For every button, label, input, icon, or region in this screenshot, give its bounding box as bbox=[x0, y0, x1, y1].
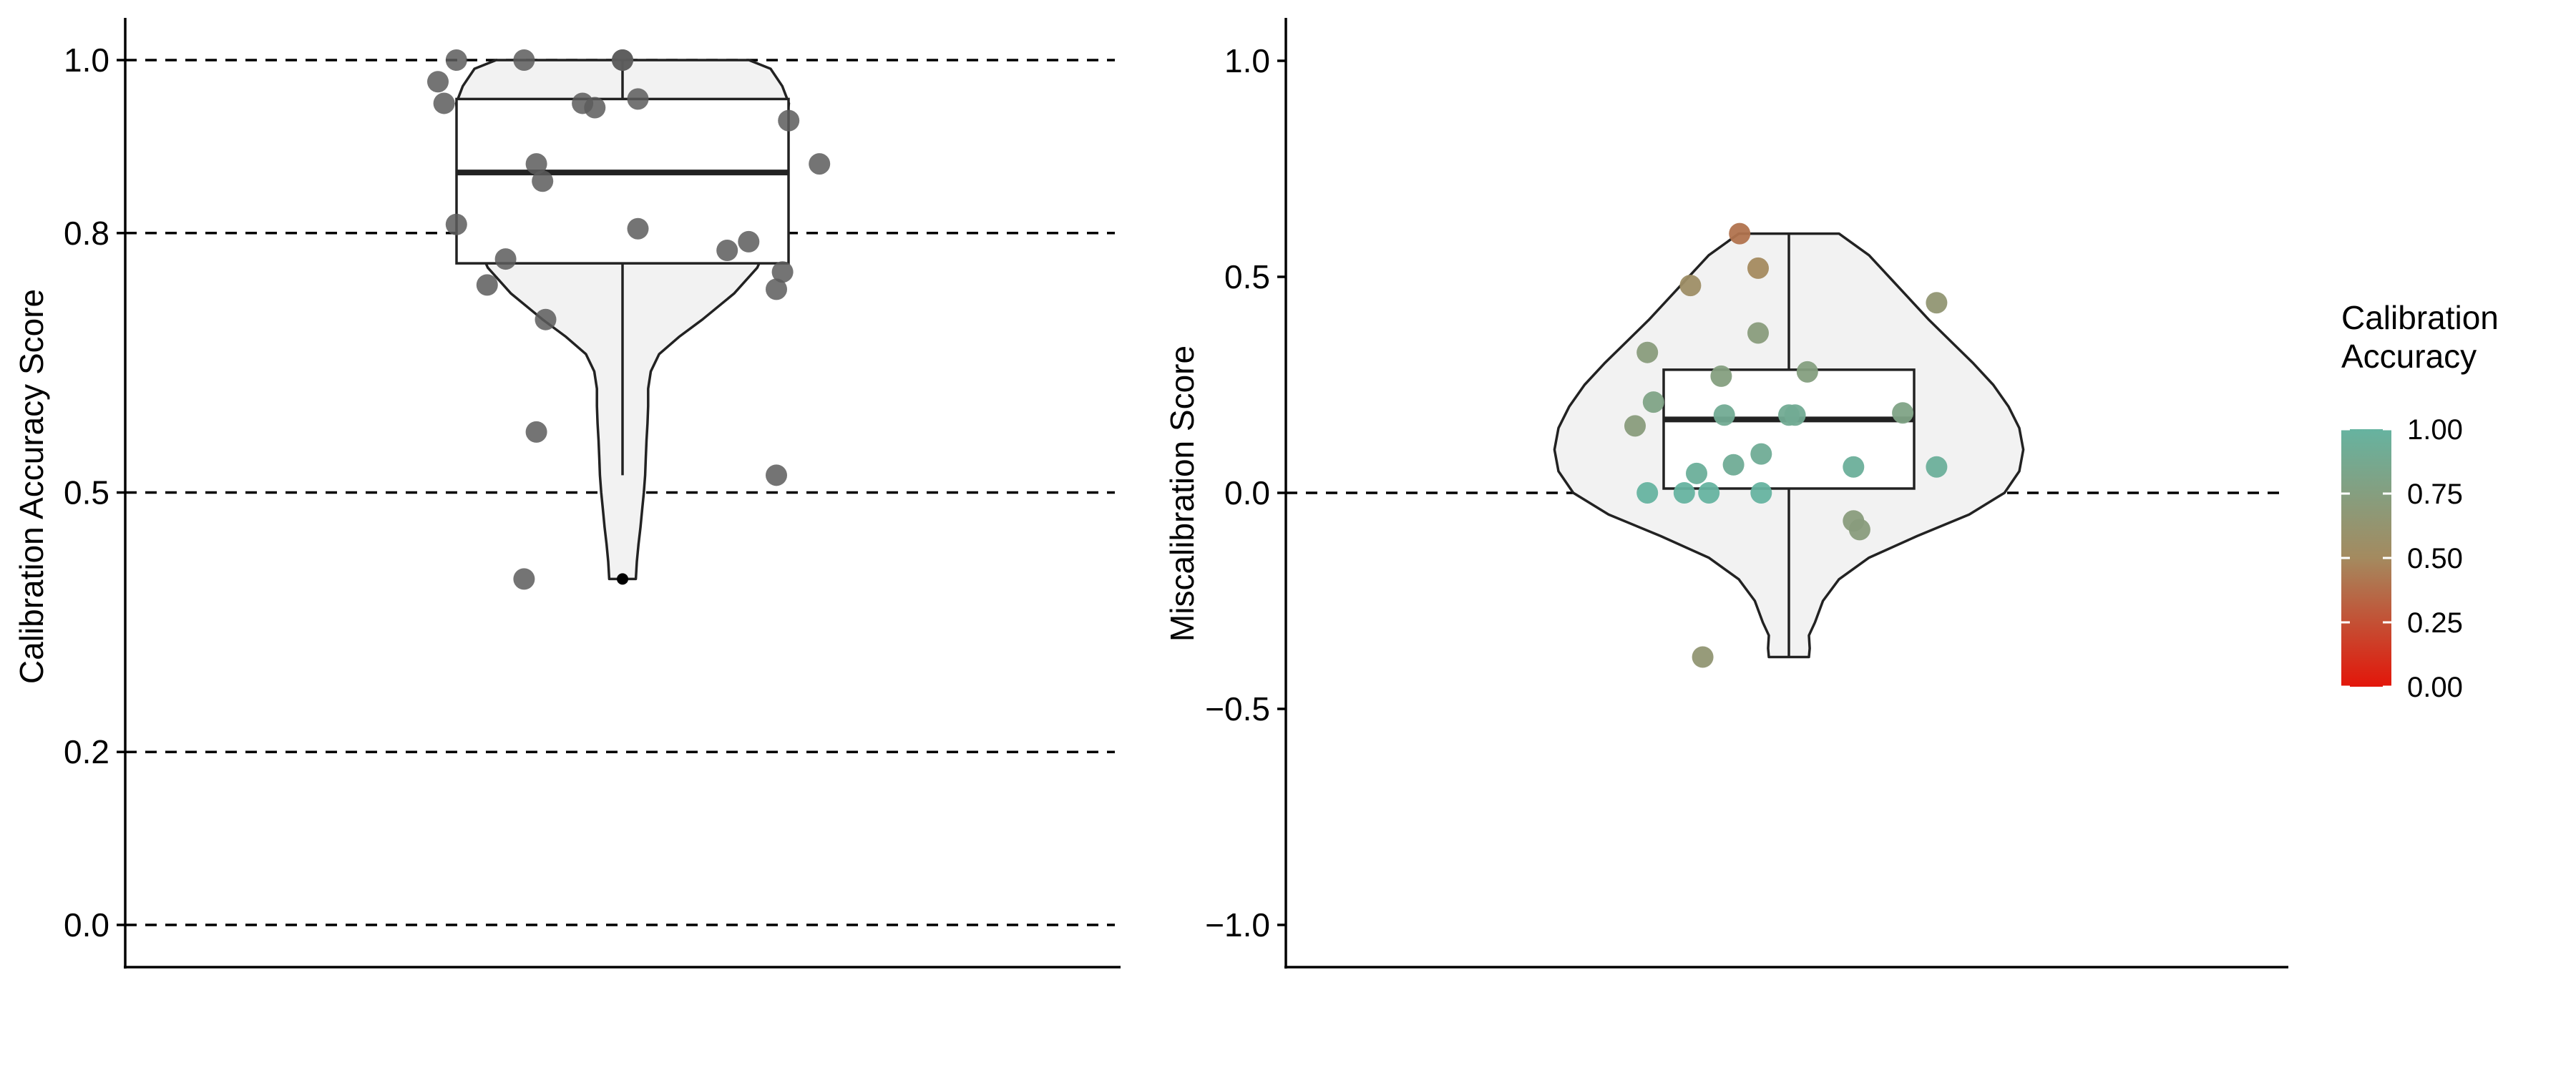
right-data-point bbox=[1747, 257, 1769, 279]
right-y-tick-label: 1.0 bbox=[1224, 42, 1270, 79]
left-outlier bbox=[617, 573, 628, 585]
right-data-point bbox=[1796, 361, 1818, 383]
left-data-point bbox=[433, 92, 455, 114]
left-data-point bbox=[809, 153, 831, 175]
right-data-point bbox=[1636, 341, 1659, 363]
right-data-point bbox=[1750, 482, 1772, 504]
right-y-tick-label: −1.0 bbox=[1205, 906, 1270, 944]
right-data-point bbox=[1686, 462, 1707, 484]
right-data-point bbox=[1729, 222, 1751, 245]
right-y-tick-label: 0.5 bbox=[1224, 258, 1270, 295]
colorbar-legend: Calibration Accuracy 1.00 0.75 0.50 0.25 0.0… bbox=[2341, 299, 2499, 703]
left-data-point bbox=[513, 49, 535, 71]
left-data-point bbox=[766, 278, 787, 300]
right-data-point bbox=[1710, 365, 1732, 387]
right-data-point bbox=[1722, 454, 1745, 476]
right-data-point bbox=[1679, 275, 1702, 297]
colorbar-title-line-1: Calibration bbox=[2341, 299, 2499, 336]
right-data-point bbox=[1848, 519, 1870, 541]
right-y-axis-title: Miscalibration Score bbox=[1163, 346, 1201, 642]
right-data-point bbox=[1892, 402, 1914, 424]
colorbar-tick-label: 1.00 bbox=[2407, 414, 2463, 446]
left-y-tick-label: 0.5 bbox=[64, 474, 109, 511]
left-data-point bbox=[771, 261, 794, 283]
miscalibration-panel: Miscalibration Score −1.0 −0.5 0.0 0.5 1.0 bbox=[1163, 18, 2288, 969]
right-data-point bbox=[1698, 482, 1720, 504]
left-data-point bbox=[427, 71, 449, 93]
right-data-point bbox=[1673, 482, 1695, 504]
right-y-tick-label: 0.0 bbox=[1224, 474, 1270, 511]
colorbar-title-line-2: Accuracy bbox=[2341, 338, 2477, 375]
left-y-tick-label: 0.0 bbox=[64, 906, 109, 944]
right-y-tick-label: −0.5 bbox=[1205, 690, 1270, 727]
left-data-point bbox=[778, 109, 800, 132]
left-data-point bbox=[525, 153, 547, 175]
left-data-point bbox=[627, 88, 649, 110]
left-y-tick-label: 0.8 bbox=[64, 215, 109, 252]
left-data-point bbox=[612, 49, 633, 71]
left-data-point bbox=[535, 308, 557, 330]
left-data-point bbox=[525, 421, 547, 443]
left-data-point bbox=[766, 464, 787, 486]
right-data-point bbox=[1692, 646, 1714, 668]
left-data-point bbox=[716, 239, 738, 261]
right-data-point bbox=[1747, 322, 1769, 344]
right-data-point bbox=[1750, 443, 1772, 465]
left-data-point bbox=[532, 170, 554, 192]
left-y-tick-label: 1.0 bbox=[64, 41, 109, 79]
left-data-point bbox=[445, 49, 467, 71]
left-data-point bbox=[494, 248, 517, 270]
calibration-accuracy-panel: Calibration Accuracy Score 0.0 0.2 0.5 0.8 1… bbox=[13, 18, 1121, 969]
right-data-point bbox=[1642, 391, 1664, 413]
colorbar-tick-label: 0.25 bbox=[2407, 607, 2463, 639]
left-data-point bbox=[738, 230, 760, 253]
left-data-point bbox=[445, 213, 467, 235]
right-data-point bbox=[1784, 404, 1806, 426]
right-data-point bbox=[1713, 404, 1735, 426]
left-y-tick-label: 0.2 bbox=[64, 733, 109, 770]
right-data-point bbox=[1843, 456, 1865, 478]
left-data-point bbox=[476, 274, 498, 296]
left-box bbox=[455, 97, 790, 265]
right-data-point bbox=[1926, 292, 1948, 314]
right-data-point bbox=[1624, 415, 1646, 437]
left-data-point bbox=[584, 97, 606, 119]
right-data-point bbox=[1926, 456, 1948, 478]
left-data-point bbox=[627, 217, 649, 240]
left-y-axis-title: Calibration Accuracy Score bbox=[13, 289, 50, 684]
colorbar-tick-label: 0.00 bbox=[2407, 672, 2463, 703]
colorbar-tick-label: 0.50 bbox=[2407, 543, 2463, 574]
left-data-point bbox=[513, 568, 535, 590]
colorbar-tick-label: 0.75 bbox=[2407, 479, 2463, 510]
right-data-point bbox=[1636, 482, 1659, 504]
